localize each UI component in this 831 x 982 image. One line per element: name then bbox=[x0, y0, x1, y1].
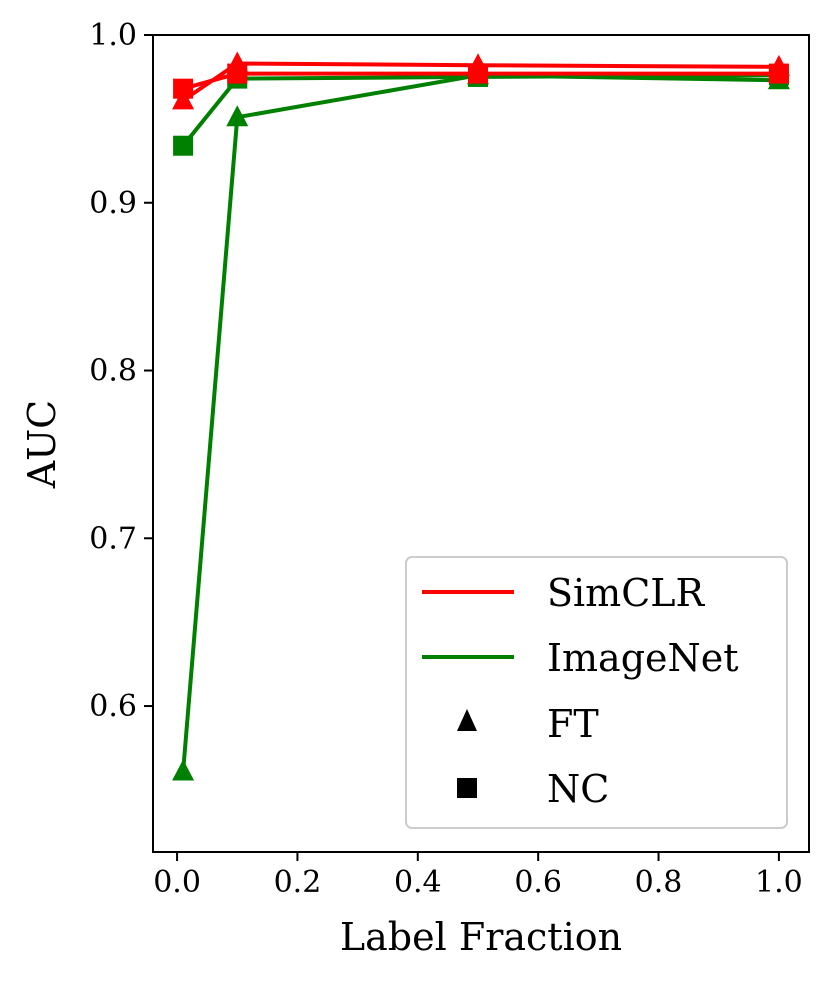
x-axis-label: Label Fraction bbox=[340, 915, 622, 959]
plot-frame bbox=[152, 34, 810, 853]
series-line-simclr-nc bbox=[182, 71, 779, 91]
data-point-simclr-nc bbox=[227, 63, 248, 84]
x-tick-label: 0.6 bbox=[514, 865, 562, 900]
legend-imagenet-label: ImageNet bbox=[547, 636, 739, 680]
y-tick-label: 0.6 bbox=[89, 689, 137, 724]
series-line-imagenet-nc bbox=[181, 73, 779, 147]
plot-marks bbox=[172, 51, 790, 781]
legend-simclr-label: SimCLR bbox=[547, 571, 706, 615]
data-point-simclr-nc bbox=[173, 78, 194, 99]
data-point-simclr-nc bbox=[768, 63, 789, 84]
legend-nc-square-marker bbox=[457, 778, 477, 798]
data-point-imagenet-ft bbox=[172, 759, 195, 781]
data-point-imagenet-nc bbox=[173, 135, 194, 156]
x-tick-label: 0.2 bbox=[274, 865, 322, 900]
x-tick-label: 0.4 bbox=[394, 865, 442, 900]
y-tick-label: 0.9 bbox=[89, 186, 137, 221]
y-tick-label: 1.0 bbox=[89, 18, 137, 53]
legend-nc-label: NC bbox=[547, 767, 609, 811]
x-tick-label: 0.0 bbox=[153, 865, 201, 900]
y-tick-label: 0.8 bbox=[89, 354, 137, 389]
y-axis-label: AUC bbox=[20, 400, 64, 490]
y-axis: 0.6 0.7 0.8 0.9 1.0 bbox=[89, 18, 153, 724]
legend-box bbox=[405, 556, 788, 829]
data-point-simclr-nc bbox=[467, 63, 488, 84]
legend: SimCLR ImageNet FT NC bbox=[405, 556, 788, 829]
data-point-simclr-ft bbox=[172, 88, 195, 110]
legend-ft-label: FT bbox=[547, 702, 599, 746]
x-tick-label: 1.0 bbox=[755, 865, 803, 900]
legend-ft-triangle-marker bbox=[457, 709, 477, 731]
y-tick-label: 0.7 bbox=[89, 521, 137, 556]
data-point-imagenet-ft bbox=[226, 105, 249, 127]
x-axis: 0.0 0.2 0.4 0.6 0.8 1.0 bbox=[153, 852, 803, 900]
x-tick-label: 0.8 bbox=[635, 865, 683, 900]
